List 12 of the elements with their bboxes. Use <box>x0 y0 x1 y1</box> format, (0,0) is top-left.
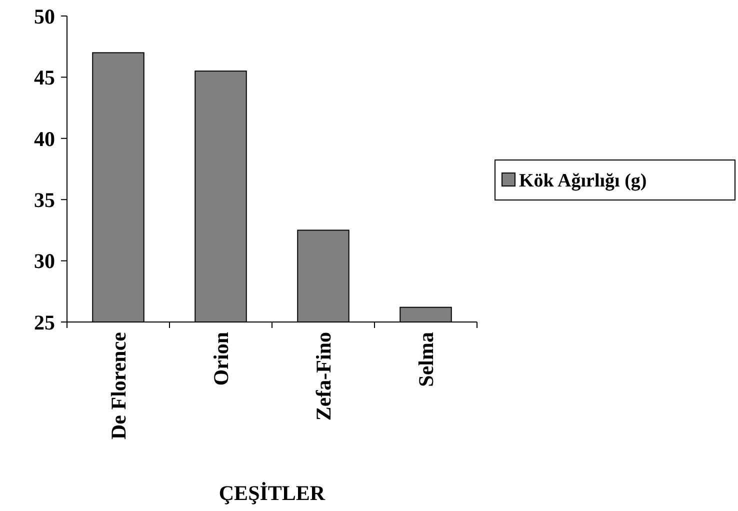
x-axis-title: ÇEŞİTLER <box>218 481 326 505</box>
y-tick-label: 35 <box>34 188 55 212</box>
y-tick-label: 30 <box>34 249 55 274</box>
y-tick-label: 25 <box>34 310 55 334</box>
x-tick-label: Zefa-Fino <box>312 332 336 421</box>
y-tick-label: 40 <box>34 126 55 151</box>
x-tick-label: De Florence <box>106 332 131 440</box>
x-tick-label: Orion <box>209 332 234 386</box>
y-tick-label: 50 <box>34 4 55 28</box>
x-tick-label: Selma <box>414 332 438 387</box>
y-tick-label: 45 <box>34 66 55 90</box>
legend-label: Kök Ağırlığı (g) <box>519 170 647 192</box>
